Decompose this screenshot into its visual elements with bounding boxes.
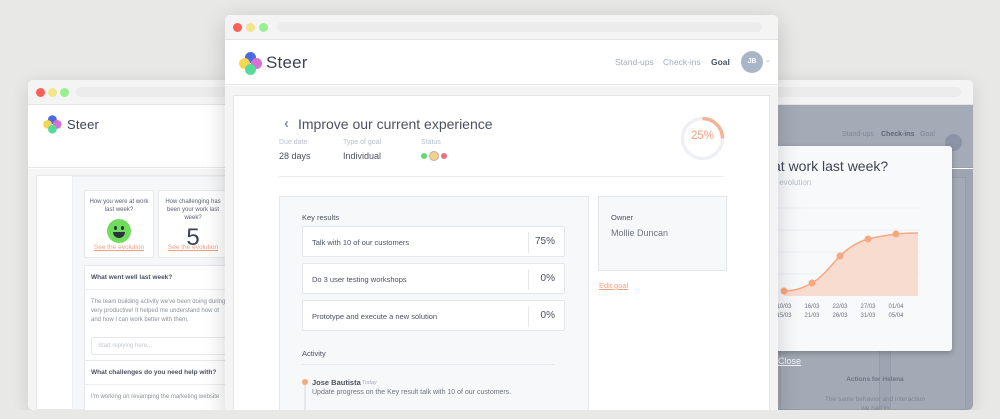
maximize-window-dot[interactable] — [60, 88, 69, 97]
svg-text:10/03: 10/03 — [776, 304, 792, 310]
challenges-card: What challenges do you need help with? I… — [84, 360, 234, 410]
modal-title: at work last week? — [773, 158, 889, 174]
nav-goal[interactable]: Goal — [711, 57, 730, 67]
key-result-row[interactable]: Talk with 10 of our customers 75% — [302, 226, 565, 257]
svg-text:31/03: 31/03 — [860, 313, 876, 319]
nav-standups[interactable]: Stand-ups — [615, 57, 654, 67]
status-yellow-dot[interactable] — [429, 151, 439, 161]
minimize-window-dot[interactable] — [246, 23, 255, 32]
svg-text:16/03: 16/03 — [804, 304, 820, 310]
checkin-content: How you were at work last week? See the … — [72, 176, 258, 410]
see-evolution-link[interactable]: See the evolution — [93, 244, 145, 251]
svg-text:21/03: 21/03 — [804, 313, 820, 319]
activity-dot-icon — [302, 379, 308, 385]
steer-logo-icon — [43, 115, 62, 134]
modal-close-link[interactable]: Close — [778, 356, 802, 366]
svg-text:22/03: 22/03 — [832, 304, 848, 310]
maximize-window-dot[interactable] — [259, 23, 268, 32]
key-result-row[interactable]: Prototype and execute a new solution 0% — [302, 300, 565, 331]
status-selector[interactable] — [421, 151, 447, 161]
chevron-left-icon[interactable]: ‹ — [284, 115, 289, 132]
activity-text: Update progress on the Key result talk w… — [312, 389, 512, 396]
goal-type: Individual — [343, 151, 382, 161]
status-green-dot[interactable] — [421, 153, 427, 159]
svg-text:15/03: 15/03 — [776, 313, 792, 319]
window-titlebar — [28, 80, 258, 105]
window-titlebar — [740, 80, 973, 105]
chevron-down-icon[interactable]: ⌄ — [765, 57, 771, 64]
steer-logo[interactable]: Steer — [41, 113, 99, 135]
challenge-score: 5 — [186, 224, 200, 251]
evolution-chart: 10/03 16/03 22/03 27/03 01/04 15/03 21/03 26/0… — [775, 207, 920, 319]
svg-text:01/04: 01/04 — [888, 304, 904, 310]
owner-name: Mollie Duncan — [611, 228, 669, 238]
goal-title: Improve our current experience — [298, 116, 493, 132]
nav-goal[interactable]: Goal — [920, 131, 935, 138]
address-bar[interactable] — [277, 22, 762, 32]
background-window-checkins: Steer How you were at work last week? Se… — [28, 80, 258, 410]
minimize-window-dot[interactable] — [48, 88, 57, 97]
window-titlebar — [225, 15, 778, 40]
key-result-row[interactable]: Do 3 user testing workshops 0% — [302, 263, 565, 294]
nav-standups[interactable]: Stand-ups — [842, 131, 874, 138]
status-red-dot[interactable] — [441, 153, 447, 159]
went-well-card: What went well last week? The team build… — [84, 265, 234, 362]
address-bar[interactable] — [750, 87, 961, 97]
svg-text:27/03: 27/03 — [860, 304, 876, 310]
smiley-face-icon — [107, 219, 131, 243]
address-bar[interactable] — [76, 87, 242, 97]
nav-checkins[interactable]: Check-ins — [663, 57, 701, 67]
reply-input[interactable]: Start replying here... — [91, 337, 227, 355]
app-header: Steer Stand-ups Check-ins Goal JB ⌄ — [225, 40, 778, 85]
steer-logo-icon — [239, 52, 262, 75]
progress-percent: 25% — [690, 130, 715, 142]
edit-goal-link[interactable]: Edit goal — [599, 281, 629, 290]
svg-text:26/03: 26/03 — [832, 313, 848, 319]
due-date: 28 days — [279, 151, 311, 161]
activity-time: Today — [362, 380, 377, 386]
mood-card: How you were at work last week? See the … — [84, 190, 154, 258]
close-window-dot[interactable] — [233, 23, 242, 32]
progress-ring — [680, 116, 725, 161]
svg-text:05/04: 05/04 — [888, 313, 904, 319]
nav-checkins[interactable]: Check-ins — [881, 131, 915, 138]
activity-author: Jose Bautista — [312, 378, 361, 387]
modal-subtitle: y evolution — [773, 178, 812, 187]
close-window-dot[interactable] — [36, 88, 45, 97]
main-window-goal: Steer Stand-ups Check-ins Goal JB ⌄ ‹ Im… — [225, 15, 778, 415]
goal-panel: ‹ Improve our current experience Due dat… — [233, 95, 770, 415]
user-avatar[interactable]: JB — [741, 51, 763, 73]
steer-logo[interactable]: Steer — [239, 52, 308, 75]
see-evolution-link[interactable]: See the evolution — [167, 244, 219, 251]
owner-card: Owner Mollie Duncan — [598, 196, 727, 271]
key-results-section: Key results Talk with 10 of our customer… — [279, 196, 589, 415]
challenge-card: How challenging has been your work last … — [158, 190, 228, 258]
